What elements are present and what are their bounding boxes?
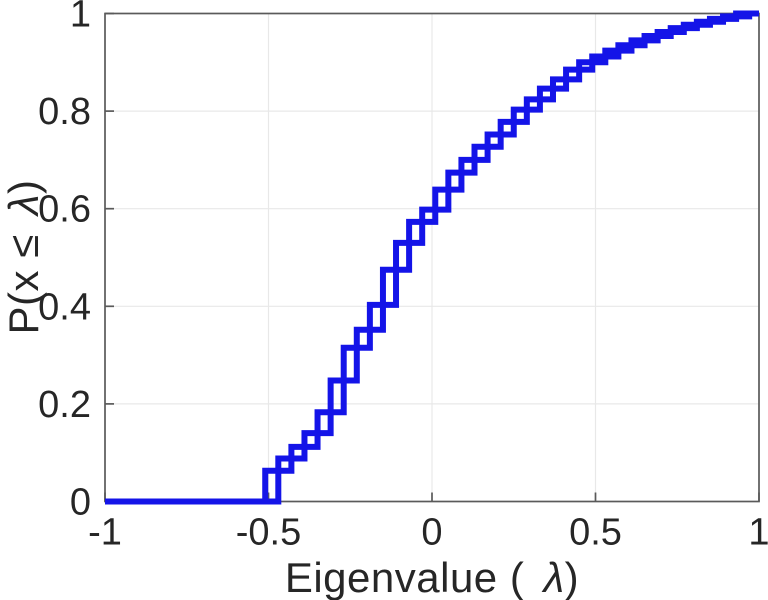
x-tick-label: 0 (421, 512, 442, 554)
x-tick-label: 1 (748, 512, 768, 554)
x-tick-label: -0.5 (236, 512, 301, 554)
y-tick-label: 0 (70, 482, 91, 524)
x-tick-label: -1 (88, 512, 122, 554)
y-tick-label: 0.4 (38, 286, 91, 328)
x-axis-label-close: ) (564, 554, 580, 600)
y-axis-label-close: ) (0, 179, 47, 194)
lambda-symbol: λ (0, 193, 47, 216)
y-tick-label: 0.2 (38, 384, 91, 426)
ecdf-curve-pre-steps (105, 10, 759, 505)
x-axis-label: Eigenvalue ( λ) (105, 554, 759, 600)
y-tick-label: 0.8 (38, 91, 91, 133)
y-axis-label-text: P(x ≤ (0, 222, 47, 335)
y-axis-label: P(x ≤ λ) (0, 179, 48, 334)
y-tick-label: 0.6 (38, 189, 91, 231)
y-tick-label: 1 (70, 0, 91, 36)
ecdf-curve-post-steps (105, 10, 759, 505)
lambda-symbol: λ (543, 554, 565, 600)
x-tick-label: 0.5 (569, 512, 622, 554)
x-axis-label-text: Eigenvalue ( (284, 554, 537, 600)
